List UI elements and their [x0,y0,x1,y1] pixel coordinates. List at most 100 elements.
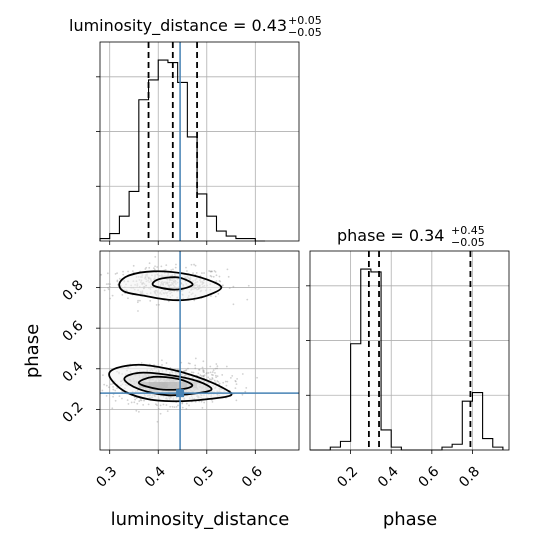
scatter-sample-point [165,362,168,364]
phase-xtick-label: 0.2 [334,464,361,491]
scatter-sample-point [130,401,133,404]
scatter-sample-point [197,372,200,375]
scatter-sample-point [214,371,216,374]
scatter-sample-point [187,367,189,370]
scatter-sample-point [116,279,119,282]
phase-xtick-label: 0.8 [456,464,483,491]
scatter-sample-point [225,384,228,387]
scatter-sample-point [211,377,214,379]
scatter-sample-point [225,365,228,368]
scatter-sample-point [114,389,117,392]
scatter-sample-point [244,390,247,393]
scatter-sample-point [134,398,136,401]
scatter-sample-point [156,404,158,407]
scatter-sample-point [102,374,104,377]
scatter-sample-point [236,378,239,380]
scatter-sample-point [208,270,211,272]
scatter-sample-point [213,269,216,272]
scatter-sample-point [214,270,217,273]
scatter-sample-point [208,378,211,380]
scatter-sample-point [235,383,238,386]
phase-histogram-step [310,268,504,451]
truth-marker [176,389,185,398]
scatter-sample-point [198,368,201,371]
scatter-sample-point [161,359,163,362]
scatter-sample-point [174,266,177,269]
scatter-sample-point [172,268,174,271]
scatter-sample-point [170,269,173,271]
scatter-sample-point [159,404,162,407]
scatter-sample-point [161,363,163,366]
scatter-sample-point [111,294,114,297]
scatter-sample-point [158,303,160,306]
scatter-sample-point [227,275,230,278]
scatter-xtick-label: 0.3 [93,464,120,491]
scatter-sample-point [132,264,135,267]
scatter-sample-point [210,270,213,273]
scatter-sample-point [137,299,140,302]
phase-title: phase = 0.34 [337,226,444,245]
scatter-sample-point [201,406,204,409]
scatter-sample-point [198,400,201,403]
scatter-sample-point [212,369,215,371]
scatter-sample-point [112,388,115,391]
scatter-sample-point [215,363,218,365]
scatter-sample-point [190,371,193,374]
scatter-sample-point [121,293,124,296]
scatter-sample-point [107,288,110,291]
scatter-sample-point [235,399,238,402]
scatter-sample-point [211,270,213,273]
scatter-sample-point [110,383,112,386]
scatter-sample-point [181,406,184,409]
scatter-sample-point [144,268,147,270]
scatter-sample-point [202,369,205,371]
scatter-sample-point [202,360,205,363]
scatter-sample-point [200,400,203,403]
scatter-sample-point [224,380,227,383]
scatter-sample-point [156,420,159,423]
scatter-sample-point [154,265,156,268]
scatter-sample-point [101,389,104,392]
scatter-sample-point [143,399,145,402]
scatter-sample-point [218,275,221,278]
scatter-sample-point [245,386,248,389]
scatter-sample-point [214,374,217,377]
scatter-sample-point [216,380,219,382]
scatter-sample-point [171,405,174,408]
scatter-sample-point [183,370,186,373]
scatter-sample-point [105,394,108,397]
contour-outer [118,270,223,302]
scatter-sample-point [109,297,111,300]
scatter-sample-point [107,283,110,285]
scatter-sample-point [116,272,118,275]
phase-xtick-label: 0.4 [375,464,402,491]
scatter-sample-point [241,373,244,375]
luminosity-distance-histogram-frame [99,41,300,242]
scatter-sample-point [198,368,200,371]
scatter-sample-point [209,371,212,374]
scatter-sample-point [211,371,214,373]
scatter-sample-point [116,387,118,390]
scatter-sample-point [216,365,219,368]
x-axis-label-phase: phase [383,509,437,530]
scatter-sample-point [214,295,217,298]
scatter-sample-point [127,270,129,273]
scatter-sample-point [133,401,136,404]
scatter-sample-point [222,284,224,287]
scatter-sample-point [212,275,215,278]
scatter-sample-point [202,375,205,377]
scatter-sample-point [159,412,162,415]
scatter-sample-point [160,265,163,268]
scatter-sample-point [135,397,138,400]
scatter-sample-point [139,299,141,302]
scatter-sample-point [193,299,196,302]
scatter-xtick-label: 0.4 [142,464,169,491]
scatter-sample-point [216,375,219,378]
scatter-sample-point [202,369,205,372]
scatter-sample-point [229,376,232,379]
scatter-sample-point [215,280,218,282]
scatter-sample-point [108,285,111,288]
scatter-sample-point [173,406,176,409]
scatter-ytick-label: 0.2 [60,399,87,426]
scatter-sample-point [127,297,129,300]
